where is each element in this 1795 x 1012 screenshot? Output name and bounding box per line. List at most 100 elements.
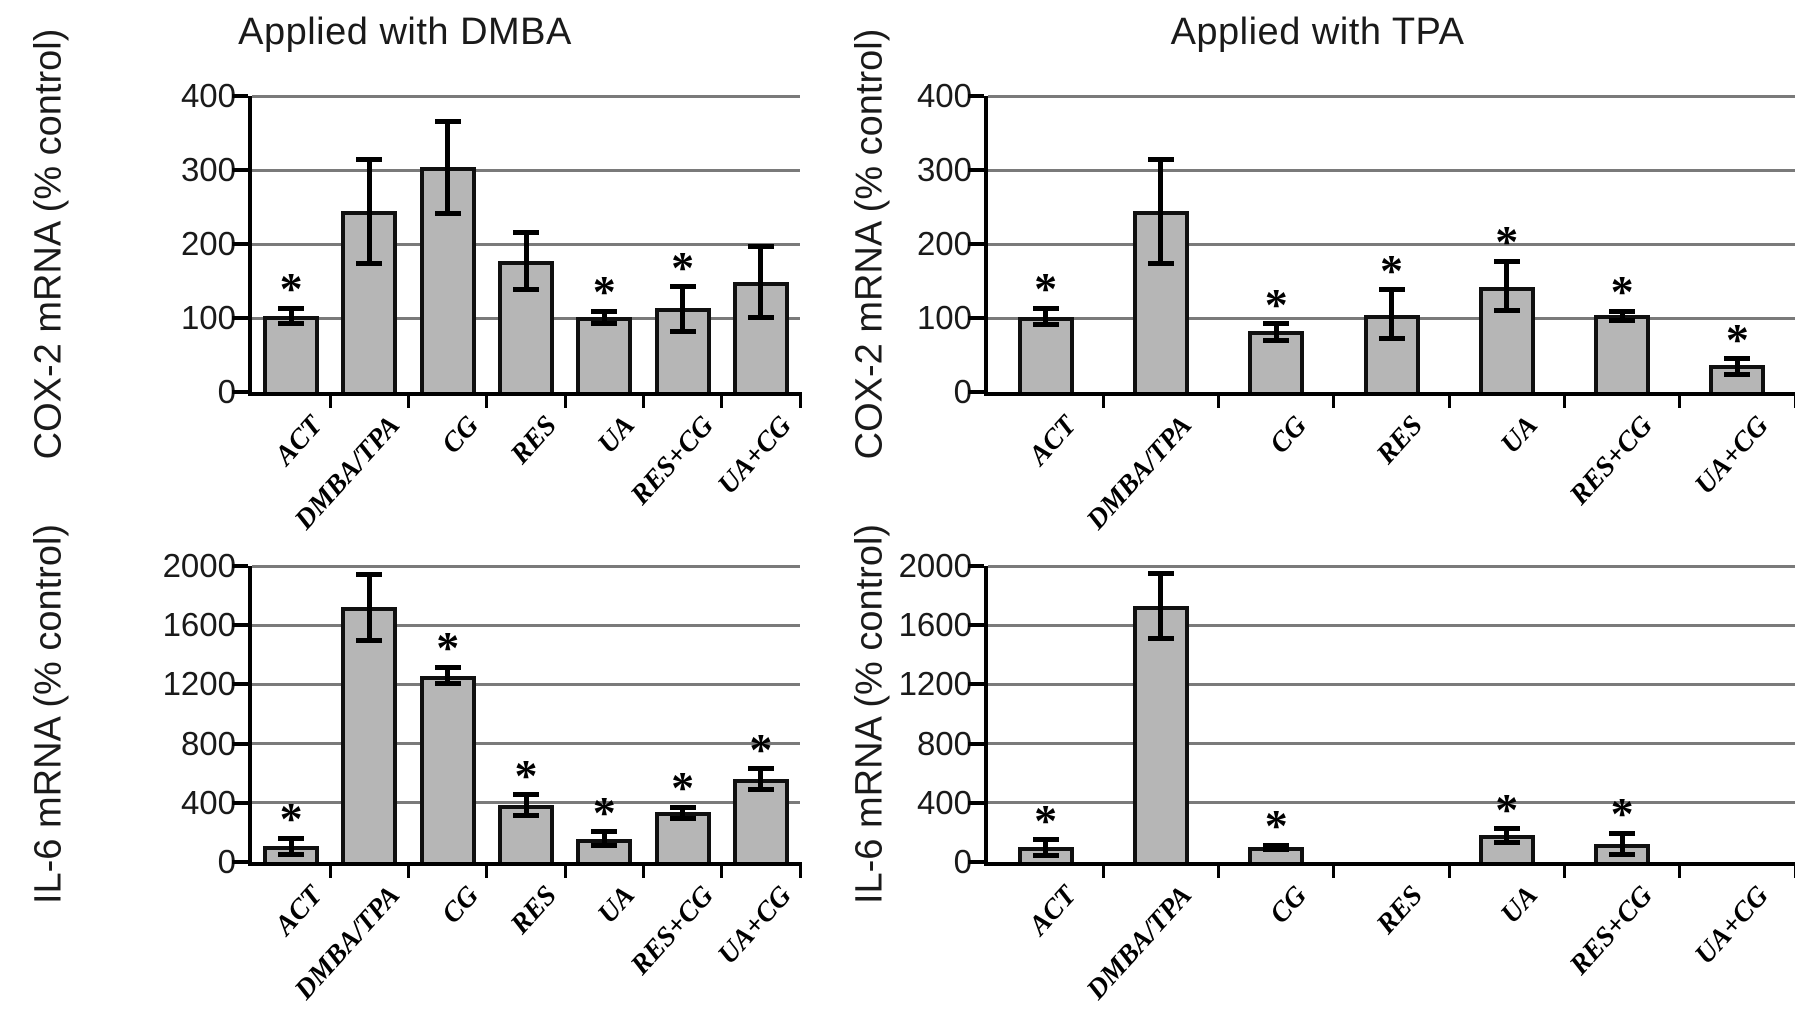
- error-bar-cap-top: [513, 229, 539, 235]
- plot-area: * ACT DMBA/TPA * CG RES * UA * RES+CG UA+CG: [968, 564, 1795, 1006]
- gridline: [988, 94, 1795, 98]
- gridline: [252, 682, 800, 686]
- error-bar-cap-bottom: [1493, 308, 1520, 314]
- error-bar-line: [1158, 573, 1164, 639]
- x-tick-mark: [1217, 862, 1221, 878]
- y-tick-label: 400: [180, 783, 236, 821]
- y-tick-label: 0: [217, 373, 236, 410]
- error-bar-line: [1734, 358, 1740, 375]
- gridline: [252, 168, 800, 172]
- error-bar-cap-bottom: [669, 328, 696, 334]
- error-bar-cap-bottom: [1263, 337, 1290, 343]
- error-bar-line: [680, 807, 686, 819]
- gridline: [252, 623, 800, 627]
- y-axis-title: IL-6 mRNA (% control): [10, 524, 88, 904]
- error-bar-line: [445, 121, 451, 214]
- error-bar-cap-bottom: [747, 786, 774, 792]
- error-bar-cap-top: [591, 829, 618, 835]
- error-bar-cap-bottom: [356, 260, 383, 266]
- significance-asterisk: *: [1264, 278, 1288, 330]
- gridline: [988, 682, 1795, 686]
- plot-area: * ACT DMBA/TPA CG RES * UA * RES+CG UA+CG: [232, 94, 802, 536]
- y-tick-label: 200: [916, 225, 972, 262]
- x-tick-mark: [1101, 392, 1105, 408]
- y-tick-mark: [232, 168, 248, 172]
- error-bar-cap-top: [1724, 356, 1751, 362]
- error-bar-cap-bottom: [1609, 318, 1636, 324]
- significance-asterisk: *: [436, 622, 460, 674]
- error-bar-cap-top: [513, 792, 539, 798]
- error-bar-cap-bottom: [434, 681, 461, 687]
- significance-asterisk: *: [1495, 216, 1519, 268]
- x-tick-mark: [720, 392, 724, 408]
- y-tick-label: 400: [916, 77, 972, 114]
- error-bar-line: [1619, 311, 1625, 321]
- bar-ACT: [1017, 316, 1074, 392]
- significance-asterisk: *: [279, 263, 303, 315]
- y-axis-tick-labels: 0 400 800 1200 1600 2000: [88, 548, 248, 880]
- chart-title: Applied with TPA: [1170, 11, 1465, 53]
- x-tick-mark: [1562, 392, 1566, 408]
- y-tick-mark: [232, 623, 248, 628]
- y-axis-title-text: COX-2 mRNA (% control): [848, 28, 891, 460]
- panel-spacer: [840, 478, 1795, 566]
- error-bar-line: [601, 311, 607, 324]
- category-label: CG: [435, 880, 485, 930]
- y-axis-tick-labels: 0 400 800 1200 1600 2000: [898, 548, 984, 880]
- y-axis-tick-labels: 0 100 200 300 400: [900, 78, 984, 410]
- significance-asterisk: *: [671, 762, 695, 814]
- y-tick-label: 100: [180, 299, 236, 336]
- error-bar-cap-top: [1032, 305, 1059, 311]
- gridline: [988, 623, 1795, 627]
- category-label: UA+CG: [1688, 880, 1775, 971]
- y-tick-label: 0: [953, 373, 972, 410]
- error-bar-cap-top: [1493, 258, 1520, 264]
- x-tick-mark: [485, 392, 489, 408]
- y-axis-title-text: IL-6 mRNA (% control): [27, 523, 70, 905]
- y-tick-mark: [232, 564, 248, 568]
- error-bar-line: [1043, 308, 1049, 325]
- bar-RES+CG: [1594, 315, 1651, 392]
- error-bar-line: [1504, 261, 1510, 311]
- error-bar-line: [758, 246, 764, 318]
- category-label: RES+CG: [1563, 880, 1660, 981]
- category-label: RES+CG: [624, 880, 720, 981]
- y-tick-mark: [968, 860, 984, 864]
- bar-DMBA/TPA: [1132, 605, 1189, 862]
- category-label: RES: [1370, 410, 1429, 471]
- error-bar-cap-top: [1032, 837, 1059, 843]
- error-bar-line: [288, 308, 294, 324]
- y-tick-label: 1200: [898, 665, 972, 703]
- y-tick-label: 1600: [162, 606, 236, 644]
- y-tick-label: 400: [180, 77, 236, 114]
- y-tick-label: 0: [217, 843, 236, 880]
- error-bar-cap-top: [1609, 830, 1636, 836]
- error-bar-line: [601, 831, 607, 846]
- category-label: RES: [1370, 880, 1429, 941]
- x-tick-mark: [563, 862, 567, 878]
- x-tick-mark: [1678, 392, 1682, 408]
- y-tick-mark: [968, 564, 984, 568]
- gridline: [988, 801, 1795, 805]
- error-bar-line: [1389, 289, 1394, 339]
- error-bar-cap-bottom: [278, 852, 305, 858]
- gridline: [252, 564, 800, 568]
- gridline: [988, 564, 1795, 568]
- category-label: CG: [1264, 410, 1314, 460]
- error-bar-cap-bottom: [1263, 846, 1290, 852]
- category-label: ACT: [268, 410, 329, 472]
- x-tick-mark: [328, 862, 332, 878]
- chart-title: Applied with DMBA: [238, 11, 572, 53]
- gridline: [988, 168, 1795, 172]
- significance-asterisk: *: [1380, 244, 1403, 296]
- error-bar-cap-top: [1263, 321, 1290, 327]
- y-tick-label: 300: [180, 151, 236, 188]
- error-bar-line: [1158, 159, 1164, 264]
- y-axis-title: COX-2 mRNA (% control): [10, 29, 88, 460]
- plot-area: * ACT DMBA/TPA * CG * RES * UA * RES+CG * UA+CG: [968, 94, 1795, 536]
- category-label: UA: [1494, 410, 1544, 460]
- error-bar-cap-top: [434, 664, 461, 670]
- category-label: UA: [1494, 880, 1544, 930]
- error-bar-cap-top: [356, 572, 383, 578]
- x-tick-mark: [1793, 392, 1795, 408]
